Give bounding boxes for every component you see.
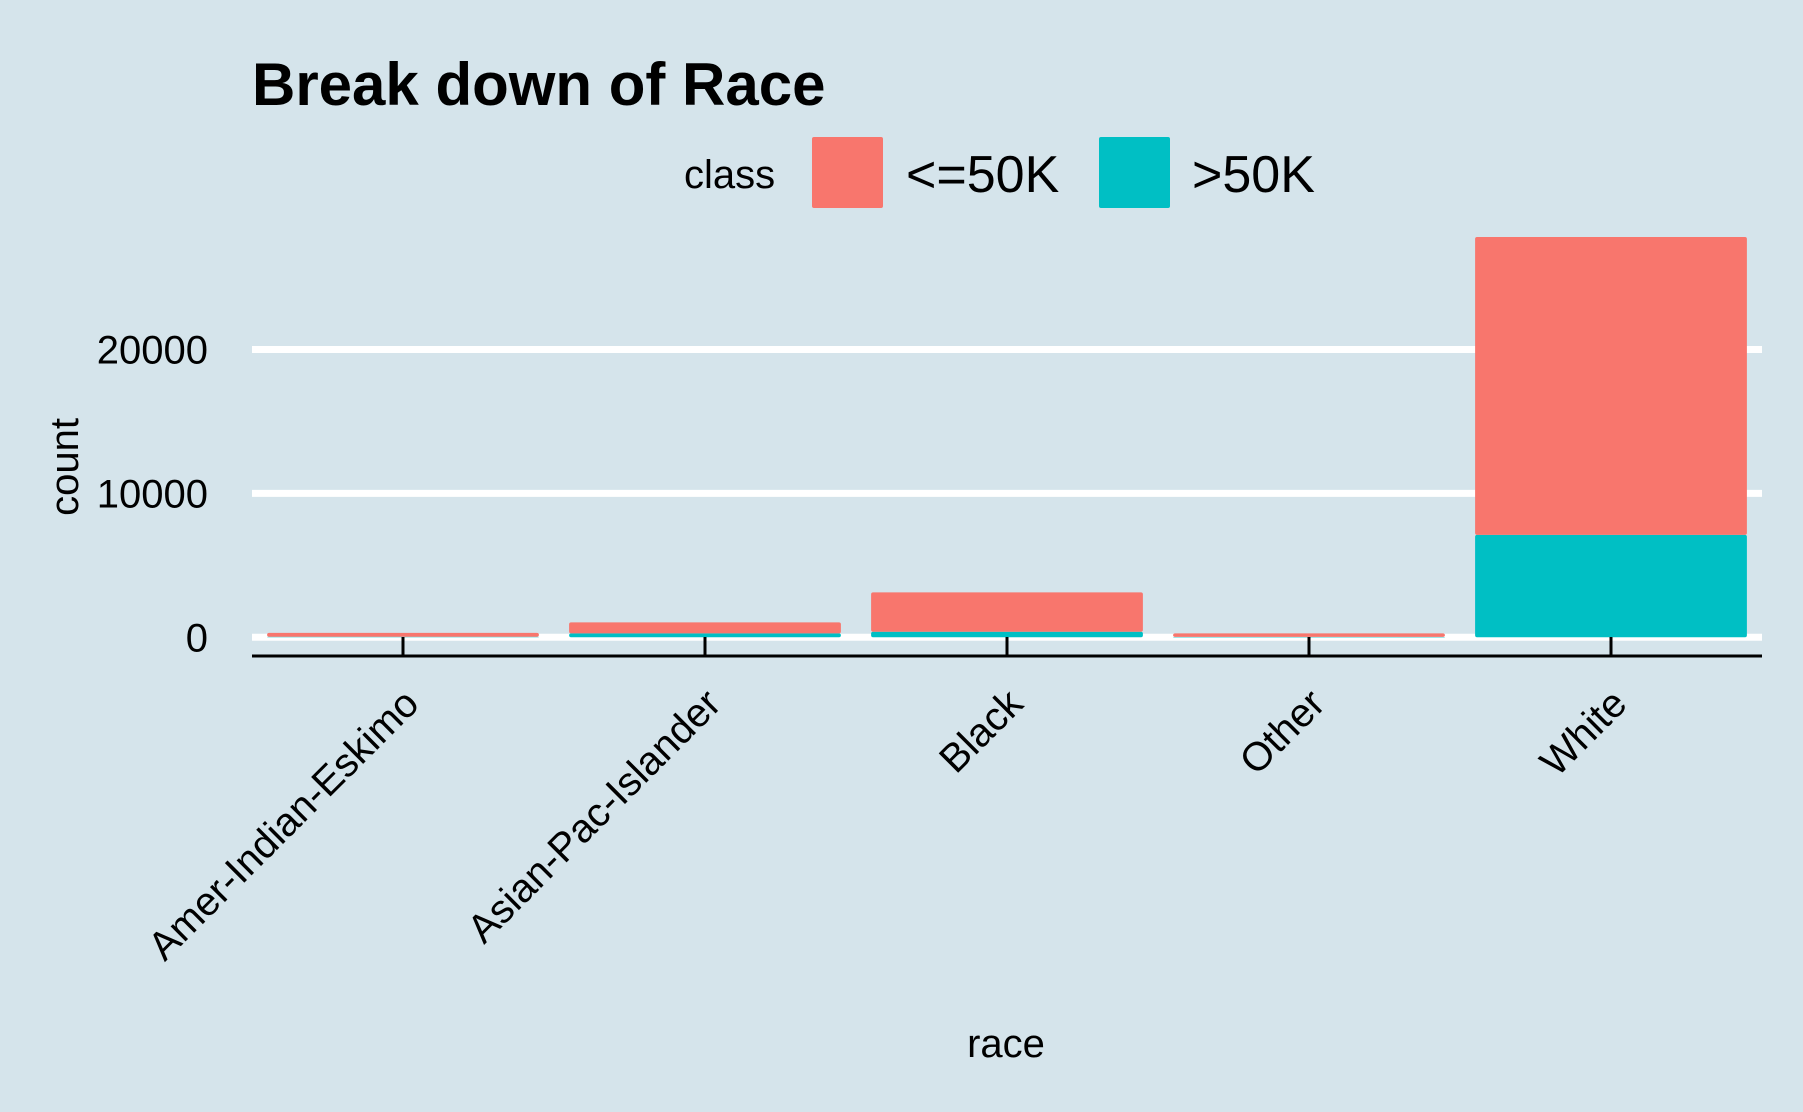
x-tick-label: Amer-Indian-Eskimo <box>140 681 427 968</box>
x-tick-label: Black <box>931 681 1032 782</box>
bar-le50k-white <box>1475 236 1747 535</box>
bar-le50k-black <box>871 592 1143 632</box>
chart-title: Break down of Race <box>252 51 826 118</box>
bar-gt50k-asian-pac-islander <box>569 633 841 638</box>
y-axis-label: count <box>43 418 87 516</box>
bar-gt50k-white <box>1475 534 1747 638</box>
y-tick-label: 10000 <box>97 472 208 516</box>
x-tick-label: Asian-Pac-Islander <box>459 681 729 951</box>
legend: class <=50K >50K <box>684 137 1315 208</box>
bar-gt50k-black <box>871 631 1143 638</box>
bar-le50k-asian-pac-islander <box>569 622 841 634</box>
y-tick-label: 0 <box>186 616 208 660</box>
x-axis: Amer-Indian-Eskimo Asian-Pac-Islander Blac… <box>140 637 1762 969</box>
legend-title: class <box>684 153 775 197</box>
bar-le50k-other <box>1173 633 1445 637</box>
legend-swatch-gt50k <box>1099 137 1170 208</box>
legend-swatch-le50k <box>812 137 883 208</box>
bars <box>267 236 1747 638</box>
x-tick-label: White <box>1532 681 1635 784</box>
y-tick-label: 20000 <box>97 328 208 372</box>
bar-le50k-amer-indian-eskimo <box>267 632 539 637</box>
y-axis-ticks: 0 10000 20000 <box>97 328 208 660</box>
legend-label-gt50k: >50K <box>1192 146 1315 204</box>
x-axis-label: race <box>967 1022 1045 1066</box>
legend-label-le50k: <=50K <box>906 146 1060 204</box>
x-tick-label: Other <box>1232 681 1334 783</box>
